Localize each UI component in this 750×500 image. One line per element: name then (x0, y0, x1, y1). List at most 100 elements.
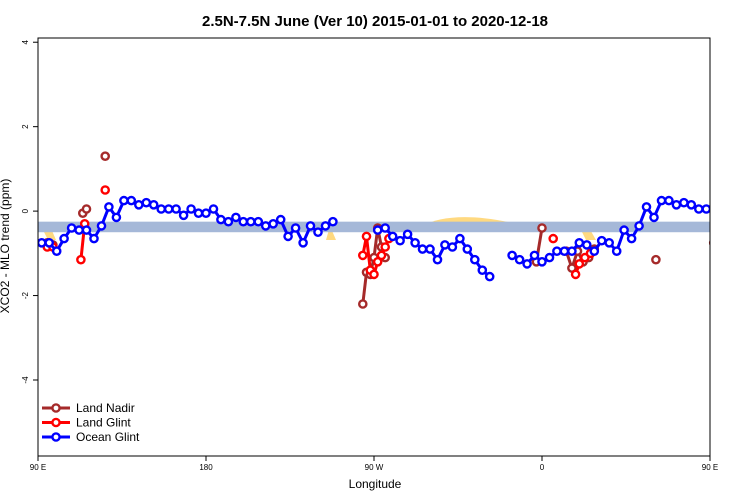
data-point (596, 235, 607, 246)
data-point (208, 204, 219, 214)
data-point (74, 225, 84, 235)
data-point (410, 237, 420, 248)
data-point (744, 220, 750, 227)
data-point (425, 244, 435, 254)
y-tick-label: -2 (21, 291, 30, 299)
data-point (604, 237, 615, 248)
data-point (163, 204, 174, 214)
data-point (133, 199, 144, 210)
data-point (649, 212, 659, 223)
data-point (275, 214, 286, 225)
data-point (100, 151, 110, 161)
y-tick-label: 2 (21, 124, 30, 129)
data-point (746, 205, 750, 212)
data-point (268, 218, 279, 229)
data-point (641, 202, 652, 212)
data-point (201, 208, 211, 218)
data-point (223, 216, 234, 227)
data-point (148, 199, 159, 210)
data-point (651, 254, 661, 265)
data-point (51, 246, 62, 256)
data-point (126, 195, 137, 206)
data-point (111, 212, 122, 223)
data-point (96, 221, 107, 231)
data-point (186, 204, 196, 214)
data-point (357, 299, 368, 309)
data-point (238, 216, 249, 227)
axes: 90 E 180 90 W 0 90 E -4 -2 0 2 4 (21, 37, 718, 472)
y-tick-label: 4 (21, 39, 30, 44)
data-point (193, 208, 204, 218)
data-point (537, 256, 547, 267)
legend-label: Land Glint (76, 416, 131, 430)
x-axis-title: Longitude (349, 477, 402, 491)
data-point (119, 195, 129, 206)
data-point (104, 202, 114, 212)
x-tick-label: 90 W (365, 463, 384, 472)
data-point (313, 227, 323, 237)
data-point (634, 221, 644, 231)
data-point (66, 223, 77, 233)
data-point (537, 223, 547, 233)
data-point (611, 246, 622, 256)
data-point (514, 254, 525, 265)
data-point (361, 231, 372, 242)
data-point (522, 259, 532, 269)
data-point (567, 246, 577, 256)
data-point (477, 265, 488, 276)
legend-label: Ocean Glint (76, 430, 140, 444)
data-point (245, 216, 256, 227)
data-point (253, 216, 264, 227)
legend-marker (51, 432, 61, 442)
data-point (298, 237, 308, 248)
data-point (548, 233, 559, 244)
data-point (100, 185, 110, 195)
x-tick-label: 90 E (30, 463, 46, 472)
data-point (305, 221, 316, 231)
data-point (529, 250, 540, 261)
data-point (387, 231, 398, 242)
data-point (171, 204, 181, 214)
data-point (686, 199, 697, 210)
data-point (372, 225, 383, 235)
data-point (156, 204, 166, 214)
data-point (708, 205, 710, 213)
y-axis-title: XCO2 - MLO trend (ppm) (0, 179, 12, 314)
x-tick-label: 180 (199, 463, 213, 472)
data-point (701, 204, 710, 214)
data-point (671, 199, 682, 210)
land-shape (326, 226, 336, 240)
legend-marker (51, 403, 61, 413)
data-point (178, 210, 189, 221)
data-point (432, 254, 443, 265)
legend-item: Land Glint (42, 416, 131, 430)
data-point (89, 233, 99, 244)
data-point (216, 214, 226, 225)
y-tick-label: 0 (21, 208, 30, 213)
data-point (656, 195, 667, 206)
data-point (283, 231, 293, 242)
data-point (582, 240, 592, 250)
data-point (395, 235, 405, 246)
data-point (462, 244, 473, 254)
series-line (746, 209, 750, 213)
data-point (402, 229, 413, 240)
data-point (664, 195, 674, 206)
data-point (447, 242, 458, 252)
data-point (380, 223, 391, 233)
data-point (544, 252, 555, 263)
data-point (679, 197, 689, 208)
series-line (41, 199, 334, 254)
legend-marker (51, 417, 61, 428)
data-point (369, 269, 379, 280)
data-point (38, 238, 47, 248)
data-point (44, 237, 55, 248)
data-point (76, 254, 86, 265)
data-point (81, 204, 92, 214)
series-ocean-glint (38, 195, 710, 282)
data-point (740, 256, 747, 263)
data-point (141, 197, 152, 208)
data-point (260, 221, 271, 231)
data-point (589, 246, 600, 256)
